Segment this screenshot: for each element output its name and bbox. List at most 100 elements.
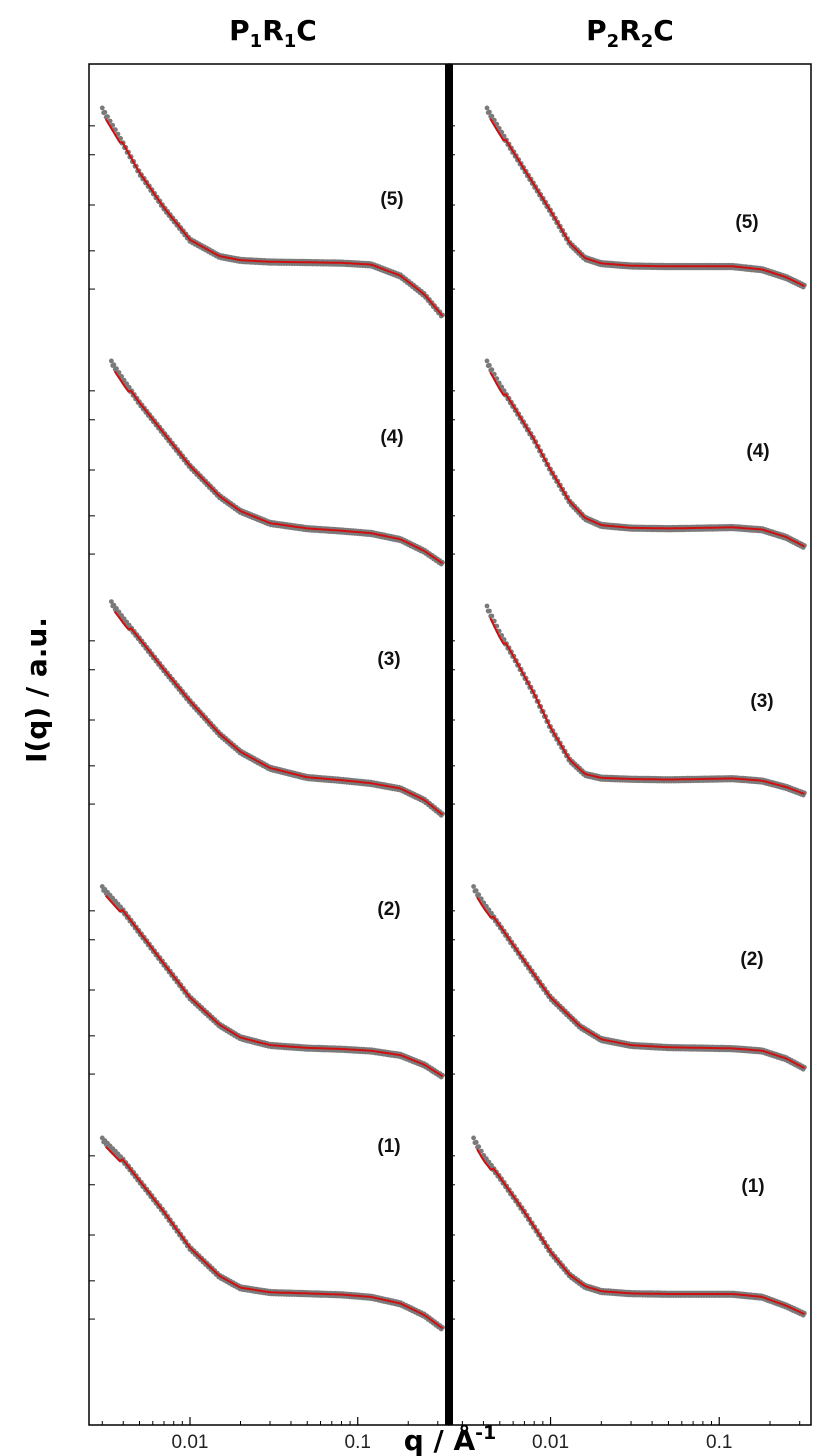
fit-line: [489, 371, 805, 548]
data-point: [109, 599, 114, 604]
data-point: [105, 114, 110, 119]
data-point: [484, 1156, 489, 1162]
data-point: [471, 1135, 476, 1141]
data-point: [489, 367, 495, 373]
data-point: [118, 136, 123, 141]
data-point: [116, 609, 122, 615]
curve-label: (4): [746, 441, 769, 462]
data-point: [478, 896, 484, 902]
curve-label: (1): [741, 1176, 764, 1197]
data-point: [124, 381, 130, 387]
data-point: [481, 900, 487, 906]
curve-label: (4): [380, 427, 403, 448]
curve-label: (3): [750, 691, 773, 712]
title-text: P: [586, 14, 607, 47]
curve-label: (2): [377, 899, 400, 920]
data-point: [119, 613, 124, 618]
title-subscript: 2: [607, 31, 620, 52]
fit-line: [489, 118, 805, 287]
data-point: [484, 903, 489, 909]
curve-label: (5): [735, 212, 758, 233]
title-subscript: 2: [641, 31, 654, 52]
data-point: [126, 384, 132, 390]
data-point: [491, 117, 497, 123]
data-point: [478, 1148, 484, 1154]
fit-line: [104, 118, 444, 317]
title-text: P: [229, 14, 250, 47]
curve-group: [99, 884, 445, 1080]
data-point: [110, 122, 116, 128]
fit-line: [476, 1148, 805, 1316]
title-text: C: [653, 14, 674, 47]
data-point: [99, 105, 105, 111]
panel-title-right: P2R2C: [586, 14, 674, 52]
title-subscript: 1: [284, 31, 297, 52]
curve-label: (1): [377, 1136, 400, 1157]
data-point: [121, 616, 127, 622]
data-point: [102, 109, 108, 115]
data-point: [116, 370, 122, 375]
data-point: [113, 127, 118, 133]
x-tick-label: 0.1: [345, 1432, 371, 1453]
data-point: [496, 380, 502, 386]
curve-group: [109, 599, 445, 818]
curve-group: [471, 1135, 807, 1318]
panel-frame-left: [88, 63, 450, 1426]
curve-group: [99, 1135, 445, 1332]
data-point: [473, 888, 479, 893]
data-point: [115, 131, 121, 137]
data-point: [486, 1159, 492, 1165]
data-point: [119, 374, 124, 379]
data-point: [494, 121, 500, 127]
data-point: [487, 608, 492, 614]
data-point: [481, 1153, 487, 1158]
data-point: [501, 637, 507, 642]
data-point: [486, 907, 492, 913]
data-point: [484, 603, 490, 609]
fit-line: [476, 896, 805, 1070]
data-point: [121, 377, 127, 383]
curve-group: [471, 884, 807, 1072]
data-point: [111, 602, 117, 608]
y-axis-title: I(q) / a.u.: [20, 617, 53, 763]
data-point: [489, 1162, 494, 1168]
data-point: [484, 105, 490, 111]
fit-line: [113, 610, 444, 816]
title-subscript: 1: [250, 31, 263, 52]
data-point: [126, 622, 132, 628]
curve-label: (5): [380, 189, 403, 210]
title-text: R: [262, 14, 284, 47]
x-tick-label: 0.01: [171, 1432, 208, 1453]
curve-group: [109, 358, 445, 567]
data-point: [499, 633, 505, 638]
data-point: [473, 1139, 479, 1145]
data-point: [489, 113, 495, 119]
fit-line: [104, 895, 444, 1078]
data-point: [499, 384, 505, 390]
data-point: [111, 362, 117, 368]
data-point: [487, 109, 492, 115]
x-tick-label: 0.1: [706, 1432, 732, 1453]
data-point: [489, 613, 495, 619]
data-point: [487, 362, 492, 368]
data-point: [114, 606, 119, 611]
x-tick-label: 0.01: [532, 1432, 569, 1453]
data-point: [484, 358, 490, 364]
data-point: [476, 1144, 482, 1150]
panel-divider: [445, 64, 453, 1425]
title-text: C: [296, 14, 317, 47]
fit-line: [489, 617, 805, 795]
data-point: [471, 884, 476, 889]
x-axis-title: q / Å-1: [404, 1422, 497, 1456]
curve-group: [484, 105, 807, 290]
title-text: R: [619, 14, 641, 47]
data-point: [476, 892, 482, 898]
chart-marks: 0.01 0.1 0.01 0.1 (5) (4) (3) (2) (1) (5) (4) (3) (2…: [89, 105, 807, 1453]
data-point: [501, 133, 507, 139]
fit-line: [104, 1146, 444, 1330]
data-point: [489, 910, 494, 916]
curve-group: [99, 105, 445, 319]
data-point: [501, 388, 507, 394]
data-point: [499, 129, 505, 135]
